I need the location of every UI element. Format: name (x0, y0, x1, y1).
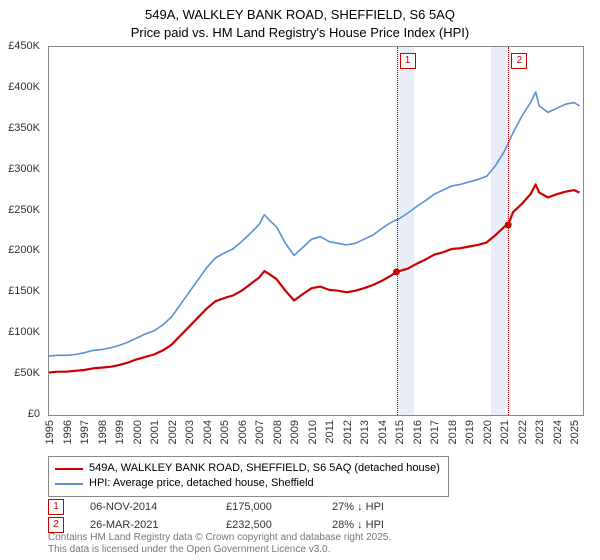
series-line (49, 92, 580, 356)
y-tick-label: £350K (8, 122, 40, 134)
legend-swatch (55, 483, 83, 485)
chart-svg (49, 47, 583, 415)
x-tick-label: 2024 (552, 420, 564, 444)
x-tick-label: 2002 (167, 420, 179, 444)
x-tick-label: 2015 (394, 420, 406, 444)
sale-price: £232,500 (226, 519, 306, 531)
legend-label: HPI: Average price, detached house, Shef… (89, 476, 314, 491)
sale-diff: 27% ↓ HPI (332, 501, 452, 513)
y-tick-label: £400K (8, 81, 40, 93)
x-tick-label: 2007 (254, 420, 266, 444)
title-line-2: Price paid vs. HM Land Registry's House … (0, 24, 600, 42)
legend-swatch (55, 468, 83, 470)
x-tick-label: 1997 (79, 420, 91, 444)
x-tick-label: 2010 (307, 420, 319, 444)
x-axis-ticks: 1995199619971998199920002001200220032004… (48, 416, 584, 456)
x-tick-label: 2008 (272, 420, 284, 444)
y-tick-label: £100K (8, 326, 40, 338)
y-tick-label: £200K (8, 244, 40, 256)
sale-marker-icon: 1 (48, 499, 64, 515)
chart-title: 549A, WALKLEY BANK ROAD, SHEFFIELD, S6 5… (0, 0, 600, 41)
chart-legend: 549A, WALKLEY BANK ROAD, SHEFFIELD, S6 5… (48, 456, 449, 497)
legend-row: HPI: Average price, detached house, Shef… (55, 476, 440, 491)
x-tick-label: 2023 (534, 420, 546, 444)
x-tick-label: 2009 (289, 420, 301, 444)
y-axis-ticks: £0£50K£100K£150K£200K£250K£300K£350K£400… (0, 46, 44, 416)
legend-label: 549A, WALKLEY BANK ROAD, SHEFFIELD, S6 5… (89, 461, 440, 476)
house-price-chart: { "title_line1": "549A, WALKLEY BANK ROA… (0, 0, 600, 560)
series-line (49, 184, 580, 372)
sale-diff: 28% ↓ HPI (332, 519, 452, 531)
sale-row: 1 06-NOV-2014 £175,000 27% ↓ HPI (48, 498, 452, 516)
sale-marker-icon: 2 (48, 517, 64, 533)
x-tick-label: 2001 (149, 420, 161, 444)
x-tick-label: 2018 (447, 420, 459, 444)
x-tick-label: 2012 (342, 420, 354, 444)
y-tick-label: £0 (28, 408, 40, 420)
x-tick-label: 2019 (464, 420, 476, 444)
y-tick-label: £450K (8, 40, 40, 52)
x-tick-label: 2013 (359, 420, 371, 444)
y-tick-label: £250K (8, 204, 40, 216)
x-tick-label: 2016 (412, 420, 424, 444)
x-tick-label: 2003 (184, 420, 196, 444)
x-tick-label: 1996 (62, 420, 74, 444)
title-line-1: 549A, WALKLEY BANK ROAD, SHEFFIELD, S6 5… (0, 6, 600, 24)
x-tick-label: 2017 (429, 420, 441, 444)
footer-line-1: Contains HM Land Registry data © Crown c… (48, 532, 391, 544)
x-tick-label: 2000 (132, 420, 144, 444)
footer-line-2: This data is licensed under the Open Gov… (48, 544, 391, 556)
chart-footer: Contains HM Land Registry data © Crown c… (48, 532, 391, 556)
x-tick-label: 2004 (202, 420, 214, 444)
x-tick-label: 2006 (237, 420, 249, 444)
x-tick-label: 1999 (114, 420, 126, 444)
x-tick-label: 2005 (219, 420, 231, 444)
x-tick-label: 2011 (324, 420, 336, 444)
sale-price: £175,000 (226, 501, 306, 513)
y-tick-label: £50K (14, 367, 40, 379)
x-tick-label: 2014 (377, 420, 389, 444)
sale-date: 06-NOV-2014 (90, 501, 200, 513)
sale-marker-line (508, 47, 509, 415)
y-tick-label: £300K (8, 163, 40, 175)
sale-events-table: 1 06-NOV-2014 £175,000 27% ↓ HPI 2 26-MA… (48, 498, 452, 534)
x-tick-label: 1995 (44, 420, 56, 444)
y-tick-label: £150K (8, 285, 40, 297)
legend-row: 549A, WALKLEY BANK ROAD, SHEFFIELD, S6 5… (55, 461, 440, 476)
sale-date: 26-MAR-2021 (90, 519, 200, 531)
x-tick-label: 2021 (499, 420, 511, 444)
chart-plot-area: 12 (48, 46, 584, 416)
sale-marker-line (397, 47, 398, 415)
sale-marker-label: 2 (511, 53, 527, 69)
x-tick-label: 2025 (569, 420, 581, 444)
sale-marker-label: 1 (400, 53, 416, 69)
x-tick-label: 1998 (97, 420, 109, 444)
x-tick-label: 2020 (482, 420, 494, 444)
x-tick-label: 2022 (517, 420, 529, 444)
